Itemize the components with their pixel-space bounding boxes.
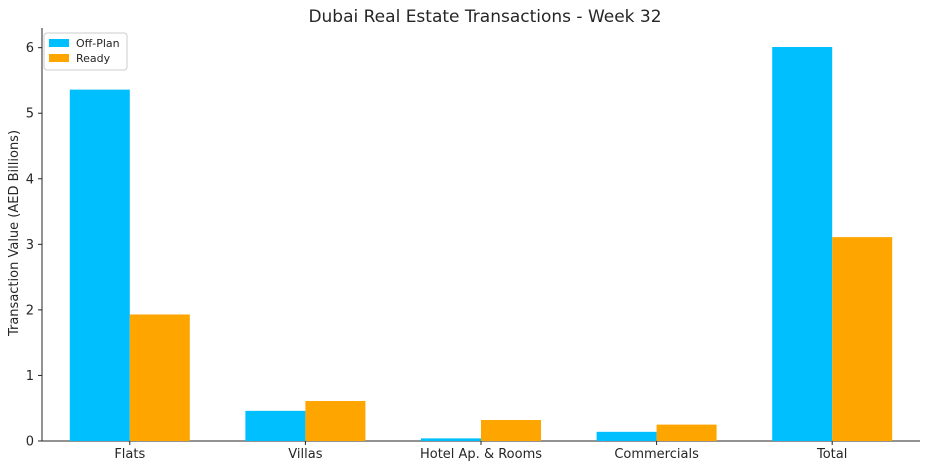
- y-tick-label: 3: [26, 238, 34, 253]
- x-tick-label: Hotel Ap. & Rooms: [420, 447, 542, 462]
- bar-off-plan-villas: [245, 410, 306, 441]
- y-tick-label: 6: [26, 41, 34, 56]
- bar-ready-flats: [129, 314, 190, 441]
- legend-swatch: [49, 39, 69, 47]
- y-tick-label: 4: [26, 172, 34, 187]
- y-tick-label: 0: [26, 435, 34, 450]
- x-tick-label: Commercials: [614, 447, 699, 462]
- plot-area: 0 1 2 3 4 5 6 Flats Villas Hotel Ap. & Rooms Comme…: [26, 28, 920, 462]
- bar-ready-total: [832, 237, 893, 441]
- bar-ready-hotel-ap-rooms: [481, 420, 541, 441]
- bar-off-plan-hotel-ap-rooms: [421, 438, 481, 441]
- y-tick-label: 2: [26, 303, 34, 318]
- x-tick-label: Total: [816, 447, 847, 462]
- bar-off-plan-flats: [69, 89, 130, 441]
- legend-swatch: [49, 54, 69, 62]
- bar-ready-commercials: [656, 424, 717, 441]
- x-tick-label: Villas: [288, 447, 322, 462]
- bar-off-plan-total: [772, 47, 833, 442]
- bar-ready-villas: [305, 401, 366, 441]
- legend-label: Off-Plan: [76, 37, 120, 50]
- bar-off-plan-commercials: [596, 431, 657, 441]
- y-axis-label: Transaction Value (AED Billions): [7, 130, 22, 337]
- y-tick-label: 1: [26, 369, 34, 384]
- legend: Off-Plan Ready: [43, 32, 128, 71]
- y-tick-label: 5: [26, 107, 34, 122]
- legend-label: Ready: [76, 52, 111, 65]
- x-tick-label: Flats: [114, 447, 145, 462]
- chart-title: Dubai Real Estate Transactions - Week 32: [308, 7, 661, 27]
